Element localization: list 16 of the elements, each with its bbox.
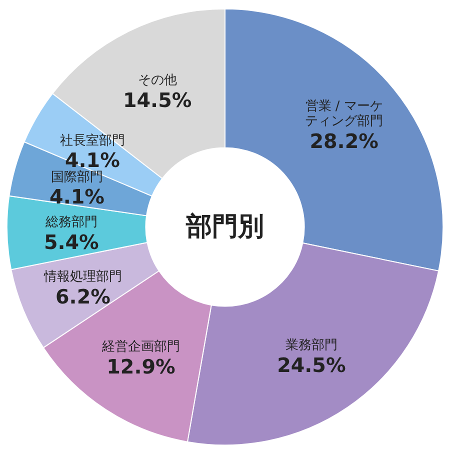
slice-label: その他 [138, 73, 177, 88]
slice-label: 経営企画部門 [100, 340, 180, 355]
slice-label: 業務部門 [285, 338, 338, 354]
data-label: 24.5% [277, 354, 346, 377]
slice-label: 営業 / マーケティング部門 [305, 99, 384, 129]
data-label: 4.1% [50, 186, 105, 209]
data-label: 6.2% [56, 285, 111, 308]
slice-label: 社長室部門 [60, 132, 125, 148]
slice-label: 情報処理部門 [42, 270, 122, 285]
data-label: 28.2% [310, 130, 379, 153]
data-label: 14.5% [122, 88, 192, 112]
data-label: 5.4% [44, 230, 100, 254]
slice-label: 総務部門 [44, 215, 98, 230]
data-label: 12.9% [106, 355, 176, 378]
slice-label: 国際部門 [51, 170, 104, 185]
text: 部門別 [185, 212, 264, 242]
